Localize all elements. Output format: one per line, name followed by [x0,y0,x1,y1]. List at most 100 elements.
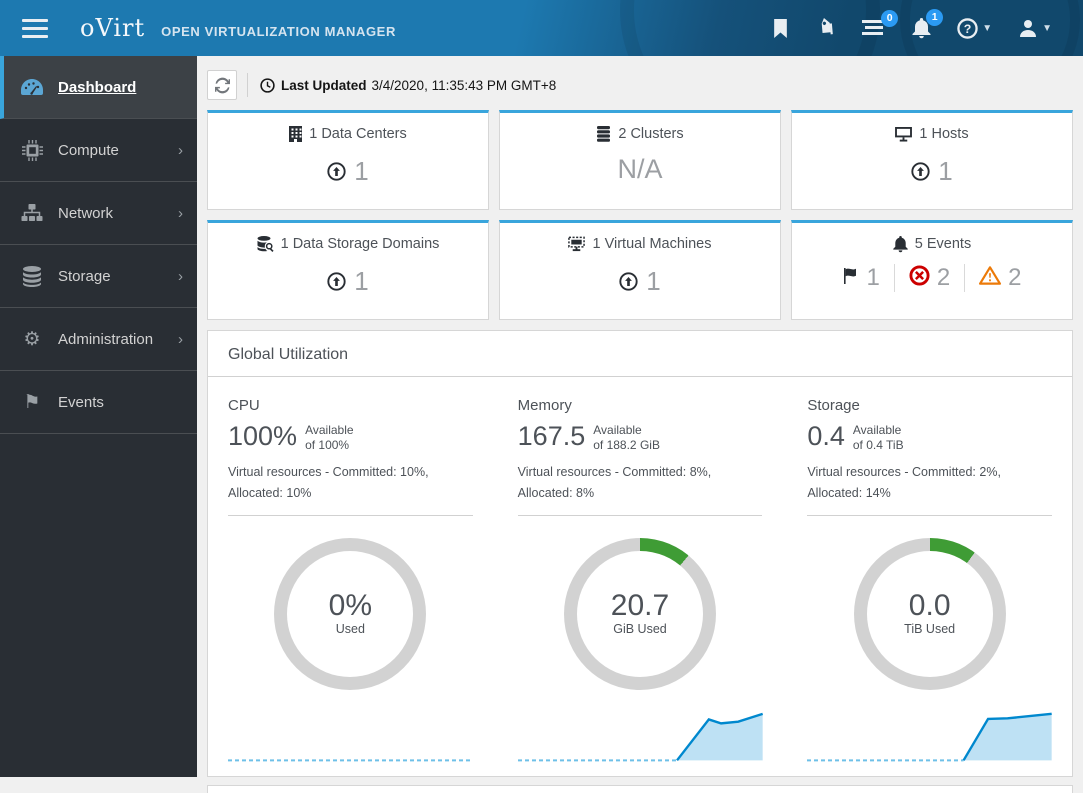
last-updated-label: Last Updated [281,77,367,93]
card-count: 1 [354,266,369,296]
card-virtual-machines[interactable]: 1 Virtual Machines 1 [499,220,781,320]
donut-label: GiB Used [613,622,667,636]
divider [228,514,473,516]
card-title: 2 Clusters [618,126,684,142]
warnings-group[interactable]: 2 [964,264,1035,292]
bookmark-icon [772,18,789,38]
storage-sparkline-chart [807,706,1052,762]
tags-button[interactable] [806,10,845,46]
help-icon: ? [957,17,978,39]
available-value: 0.4 [807,421,845,451]
available-of: of 188.2 GiB [593,438,660,452]
svg-text:?: ? [964,21,972,35]
sidebar-item-label: Network [58,204,114,222]
panel-title: Memory [517,397,572,414]
bookmarks-button[interactable] [763,11,798,46]
toolbar-divider [247,73,248,97]
card-storage-domains[interactable]: 1 Data Storage Domains 1 [207,220,489,320]
donut-label: Used [335,622,365,636]
refresh-button[interactable] [207,70,237,100]
card-clusters[interactable]: 2 Clusters N/A [499,110,781,210]
sidebar-item-compute[interactable]: Compute › [0,119,197,182]
sidebar-item-network[interactable]: Network › [0,182,197,245]
data-center-icon [289,126,303,142]
card-title: 1 Data Centers [309,126,407,142]
clock-icon [260,77,275,93]
chevron-right-icon: › [178,267,183,285]
global-utilization-card: Global Utilization CPU 100% Available of… [207,330,1073,777]
events-icon: ⚑ [23,391,41,413]
divider [807,514,1052,516]
virtual-resources-text: Virtual resources - Committed: 10%, Allo… [228,465,429,501]
chevron-right-icon: › [178,204,183,222]
ovirt-logo: oVirt [80,14,146,42]
chevron-right-icon: › [178,141,183,159]
flag-icon [842,267,859,289]
card-hosts[interactable]: 1 Hosts 1 [791,110,1073,210]
cpu-donut-chart: 0% Used [274,537,427,690]
sidebar-item-label: Compute [58,141,119,159]
available-label: Available [852,423,902,437]
tasks-icon [862,19,886,37]
donut-value: 20.7 [610,589,670,622]
bell-icon [893,236,908,253]
next-card-top-edge [207,784,1073,793]
panel-title: Storage [807,397,860,414]
chevron-down-icon: ▼ [1042,22,1052,34]
chevron-right-icon: › [178,330,183,348]
sidebar-item-administration[interactable]: ⚙ Administration › [0,308,197,371]
sidebar-item-label: Storage [58,267,111,285]
virtual-machine-icon [568,236,586,252]
storage-utilization-panel: Storage 0.4 Available of 0.4 TiB Virtual… [807,387,1052,762]
notifications-button[interactable]: 1 [903,9,944,46]
sidebar-item-dashboard[interactable]: Dashboard [0,56,197,119]
card-title: 5 Events [914,236,972,252]
warning-icon [979,266,1002,290]
cluster-icon [596,126,611,142]
notifications-badge: 1 [926,9,944,26]
card-count: 1 [354,156,369,186]
zoom-in-circle-icon [619,272,638,291]
tags-icon [815,17,836,38]
cpu-sparkline-chart [228,706,473,762]
product-title: OPEN VIRTUALIZATION MANAGER [161,24,396,39]
user-menu-button[interactable]: ▼ [1009,10,1061,46]
sidebar-item-label: Dashboard [58,78,137,96]
card-data-centers[interactable]: 1 Data Centers 1 [207,110,489,210]
available-value: 100% [228,421,298,451]
available-of: of 100% [305,438,350,452]
errors-count: 2 [936,264,951,291]
memory-sparkline-chart [518,706,763,762]
sidebar-item-storage[interactable]: Storage › [0,245,197,308]
memory-utilization-panel: Memory 167.5 Available of 188.2 GiB Virt… [517,387,763,762]
help-menu-button[interactable]: ? ▼ [948,10,1001,47]
available-value: 167.5 [517,421,586,451]
card-count: N/A [617,154,663,184]
errors-group[interactable]: 2 [893,264,964,292]
network-icon [20,203,44,223]
memory-donut-chart: 20.7 GiB Used [563,537,716,690]
card-events[interactable]: 5 Events 1 2 [791,220,1073,320]
bell-icon [912,18,931,39]
alerts-group[interactable]: 1 [828,264,893,292]
brand: oVirt OPEN VIRTUALIZATION MANAGER [80,14,396,42]
warnings-count: 2 [1008,264,1022,291]
menu-toggle-button[interactable] [0,5,68,52]
sidebar-item-label: Events [58,393,104,411]
available-of: of 0.4 TiB [852,438,904,452]
global-utilization-title: Global Utilization [228,346,349,363]
virtual-resources-text: Virtual resources - Committed: 2%, Alloc… [807,465,1001,501]
compute-icon [20,139,44,161]
chevron-down-icon: ▼ [982,22,993,34]
panel-title: CPU [228,397,260,414]
card-title: 1 Data Storage Domains [280,236,440,252]
card-title: 1 Hosts [919,126,969,142]
card-title: 1 Virtual Machines [592,236,712,252]
available-label: Available [305,423,354,437]
storage-domain-icon [257,236,274,252]
sidebar-item-events[interactable]: ⚑ Events [0,371,197,434]
tasks-button[interactable]: 0 [853,10,899,45]
virtual-resources-text: Virtual resources - Committed: 8%, Alloc… [517,465,712,501]
refresh-toolbar: Last Updated 3/4/2020, 11:35:43 PM GMT+8 [207,66,1073,104]
donut-value: 0.0 [908,589,951,622]
